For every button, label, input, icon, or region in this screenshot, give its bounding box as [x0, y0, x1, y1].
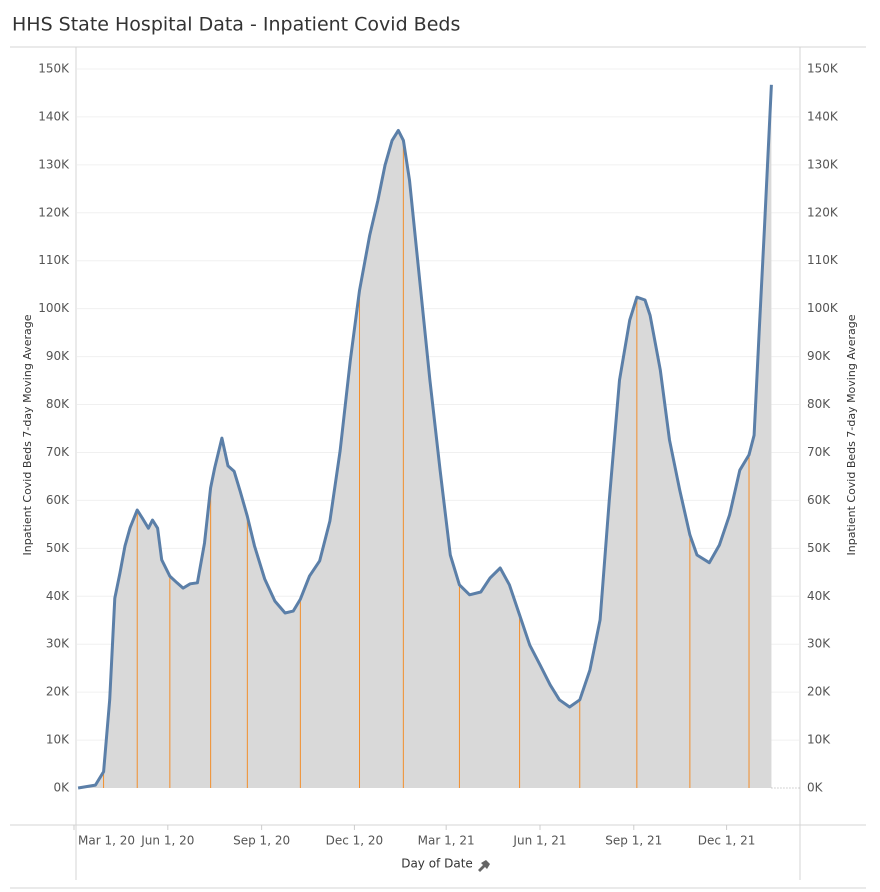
y2-tick-label: 150K — [807, 62, 839, 76]
x-axis-title: Day of Date — [401, 857, 473, 871]
area-fill — [78, 84, 772, 789]
y2-tick-label: 60K — [807, 493, 831, 507]
y-tick-label: 50K — [46, 541, 70, 555]
chart-title: HHS State Hospital Data - Inpatient Covi… — [12, 14, 460, 36]
y-tick-label: 60K — [46, 493, 70, 507]
y2-tick-label: 40K — [807, 589, 831, 603]
y2-tick-label: 140K — [807, 109, 839, 123]
y2-tick-label: 110K — [807, 253, 839, 267]
y2-tick-label: 130K — [807, 157, 839, 171]
y2-tick-label: 120K — [807, 205, 839, 219]
x-tick-label: Mar 1, 20 — [78, 834, 135, 848]
y2-tick-label: 90K — [807, 349, 831, 363]
y2-axis-title: Inpatient Covid Beds 7-day Moving Averag… — [845, 314, 858, 555]
y2-tick-label: 10K — [807, 733, 831, 747]
x-tick-label: Jun 1, 20 — [140, 834, 194, 848]
y-tick-label: 100K — [38, 301, 70, 315]
pin-icon — [478, 860, 490, 872]
y2-tick-label: 80K — [807, 397, 831, 411]
y-tick-label: 70K — [46, 445, 70, 459]
x-tick-label: Dec 1, 20 — [326, 834, 384, 848]
y2-tick-label: 20K — [807, 685, 831, 699]
y-tick-label: 130K — [38, 157, 70, 171]
y-tick-label: 80K — [46, 397, 70, 411]
y2-tick-label: 100K — [807, 301, 839, 315]
x-tick-label: Sep 1, 21 — [605, 834, 662, 848]
y2-tick-label: 70K — [807, 445, 831, 459]
y2-tick-label: 50K — [807, 541, 831, 555]
x-tick-label: Sep 1, 20 — [233, 834, 290, 848]
line — [77, 84, 773, 790]
x-tick-label: Mar 1, 21 — [418, 834, 475, 848]
y-tick-label: 110K — [38, 253, 70, 267]
y-tick-label: 10K — [46, 733, 70, 747]
y-tick-label: 120K — [38, 205, 70, 219]
y-tick-label: 90K — [46, 349, 70, 363]
y-tick-label: 20K — [46, 685, 70, 699]
x-tick-label: Jun 1, 21 — [512, 834, 566, 848]
y-tick-label: 30K — [46, 637, 70, 651]
y-tick-label: 150K — [38, 62, 70, 76]
x-tick-label: Dec 1, 21 — [698, 834, 756, 848]
y-tick-label: 40K — [46, 589, 70, 603]
y-tick-label: 0K — [53, 781, 70, 795]
y2-tick-label: 30K — [807, 637, 831, 651]
y-tick-label: 140K — [38, 109, 70, 123]
y-axis-title: Inpatient Covid Beds 7-day Moving Averag… — [21, 314, 34, 555]
y2-tick-label: 0K — [807, 781, 824, 795]
